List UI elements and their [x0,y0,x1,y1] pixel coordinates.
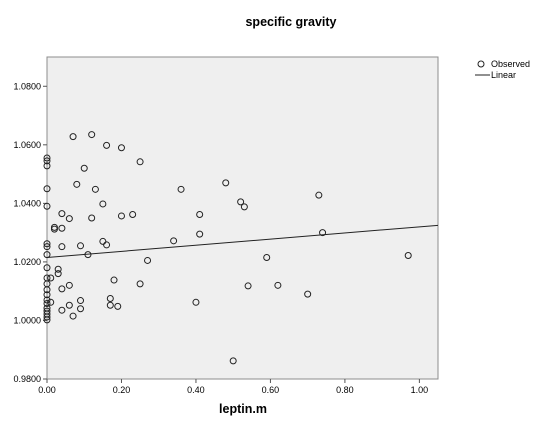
plot-area [46,56,439,380]
observed-points [43,131,412,365]
observed-point [222,179,230,187]
observed-point [88,214,96,222]
observed-point [43,243,51,251]
legend-linear-label: Linear [491,70,516,80]
observed-point [196,230,204,238]
y-axis: 0.9800 1.0000 1.0200 1.0400 1.0600 1.0800 [13,81,47,384]
observed-point [58,224,66,232]
y-tick-label: 1.0600 [13,140,41,150]
observed-point [274,281,282,289]
observed-point [73,180,81,188]
observed-point [43,286,51,294]
observed-point [117,212,125,220]
y-tick-label: 1.0000 [13,315,41,325]
x-axis: 0.00 0.20 0.40 0.60 0.80 1.00 [38,379,428,395]
observed-point [244,282,252,290]
observed-point [54,270,62,278]
x-tick-label: 0.40 [187,385,205,395]
x-tick-label: 0.60 [262,385,280,395]
observed-point [58,285,66,293]
observed-point [77,297,85,305]
observed-point [54,265,62,273]
x-tick-label: 0.80 [336,385,354,395]
x-tick-label: 1.00 [411,385,429,395]
x-tick-label: 0.00 [38,385,56,395]
observed-point [43,157,51,165]
linear-fit-line [46,224,439,259]
observed-point [192,298,200,306]
observed-point [99,237,107,245]
observed-point [43,251,51,259]
observed-point [65,281,73,289]
observed-point [136,280,144,288]
observed-point [43,299,51,307]
observed-point [43,162,51,170]
y-tick-label: 0.9800 [13,374,41,384]
observed-point [58,243,66,251]
observed-point [58,210,66,218]
observed-point [103,141,111,149]
observed-point [43,313,51,321]
observed-point [43,154,51,162]
legend: Observed Linear [475,59,530,80]
observed-point [43,264,51,272]
observed-point [263,254,271,262]
legend-observed-label: Observed [491,59,530,69]
observed-point [304,290,312,298]
observed-point [84,251,92,259]
y-tick-label: 1.0200 [13,257,41,267]
observed-point [77,305,85,313]
observed-point [58,306,66,314]
observed-point [196,210,204,218]
observed-point [237,198,245,206]
observed-point [106,301,114,309]
observed-point [136,158,144,166]
observed-point [50,223,58,231]
y-tick-label: 1.0800 [13,81,41,91]
observed-point [43,202,51,210]
x-axis-label: leptin.m [219,402,267,416]
observed-point [106,295,114,302]
observed-point [69,133,77,141]
observed-point [80,164,88,172]
observed-point [43,316,51,324]
observed-point [129,210,137,218]
legend-observed-marker [477,60,485,68]
observed-point [177,185,185,193]
observed-point [91,185,99,193]
observed-point [65,215,73,223]
observed-point [404,251,412,259]
observed-point [110,276,118,284]
observed-point [77,242,85,250]
observed-point [43,296,51,304]
observed-point [69,312,77,320]
y-tick-label: 1.0400 [13,198,41,208]
chart-title: specific gravity [245,15,336,29]
fit-line-group [46,224,439,259]
observed-point [117,144,125,152]
observed-point [319,229,327,237]
observed-point [315,191,323,199]
observed-point [114,302,122,310]
observed-point [65,301,73,309]
observed-point [43,240,51,248]
observed-point [103,241,111,249]
observed-point [170,237,178,245]
observed-point [47,298,55,306]
observed-point [43,185,51,193]
observed-point [99,200,107,208]
observed-point [88,131,96,139]
x-tick-label: 0.20 [113,385,131,395]
observed-point [47,274,55,282]
observed-point [43,291,51,299]
observed-point [144,256,152,264]
observed-point [240,203,248,211]
observed-point [229,357,237,365]
